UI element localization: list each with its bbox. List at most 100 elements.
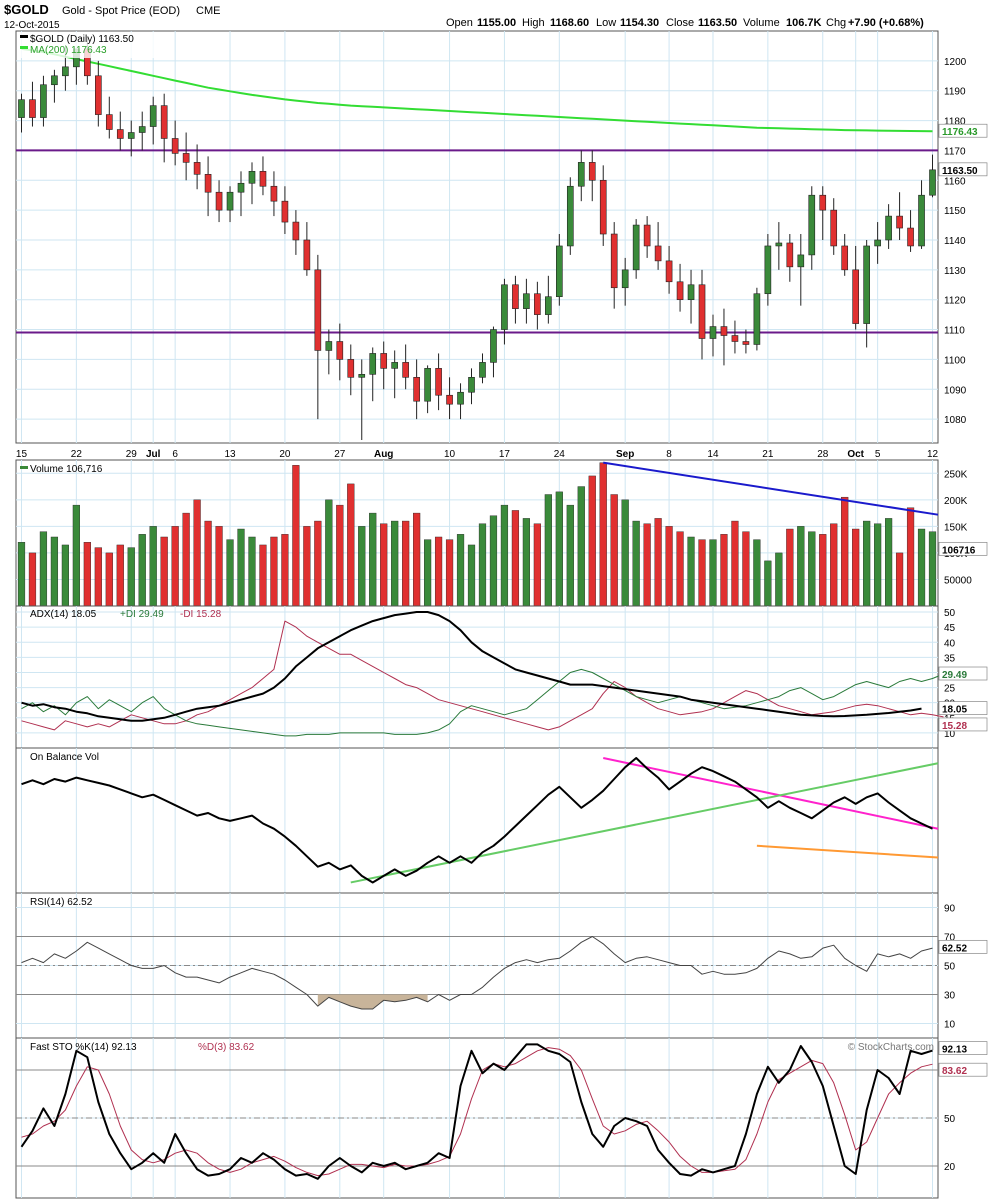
volume-legend-swatch bbox=[20, 466, 28, 469]
candle-up bbox=[929, 169, 936, 196]
volume-bar-up bbox=[149, 526, 157, 607]
volume-bar-up bbox=[369, 512, 377, 607]
ma200-line bbox=[21, 47, 933, 133]
candle-down bbox=[610, 233, 618, 289]
volume-bar-up bbox=[621, 499, 629, 607]
price-y-tick-label: 1120 bbox=[944, 296, 966, 307]
x-tick-label: 8 bbox=[666, 449, 672, 460]
candle-down bbox=[720, 326, 728, 336]
volume-y-tick-label: 50000 bbox=[944, 575, 972, 586]
volume-bar-down bbox=[259, 544, 267, 607]
candle-down bbox=[819, 194, 827, 211]
price-y-tick-label: 1100 bbox=[944, 355, 966, 366]
adx-y-tick-label: 40 bbox=[944, 638, 956, 649]
volume-y-tick-label: 150K bbox=[944, 522, 968, 533]
volume-bar-down bbox=[182, 512, 190, 607]
candle-up bbox=[391, 362, 398, 369]
close-label: Close bbox=[666, 17, 694, 29]
volume-bar-up bbox=[917, 528, 926, 607]
candle-down bbox=[830, 209, 838, 247]
volume-bar-down bbox=[588, 475, 596, 607]
volume-bar-down bbox=[402, 520, 410, 607]
volume-bar-down bbox=[347, 483, 355, 607]
adx-line bbox=[21, 611, 922, 722]
candle-down bbox=[841, 245, 849, 271]
volume-bar-up bbox=[687, 536, 695, 607]
candle-down bbox=[336, 341, 344, 360]
adx-y-tick-label: 25 bbox=[944, 684, 956, 695]
candle-up bbox=[632, 224, 640, 271]
volume-bar-down bbox=[841, 496, 849, 607]
candle-up bbox=[369, 353, 377, 375]
price-legend-bg bbox=[18, 32, 168, 58]
candle-down bbox=[676, 281, 684, 300]
x-tick-label: Sep bbox=[616, 449, 634, 460]
volume-bar-up bbox=[467, 544, 476, 607]
candle-up bbox=[863, 245, 870, 324]
volume-bar-up bbox=[863, 520, 871, 607]
x-tick-label: 13 bbox=[224, 449, 236, 460]
price-y-tick-label: 1140 bbox=[944, 236, 966, 247]
candle-up bbox=[566, 185, 574, 247]
volume-bar-up bbox=[325, 499, 333, 607]
price-y-tick-label: 1180 bbox=[944, 117, 966, 128]
x-tick-label: 12 bbox=[927, 449, 939, 460]
volume-bar-down bbox=[895, 552, 904, 607]
sto-k-line bbox=[20, 1043, 933, 1180]
rsi-line bbox=[21, 936, 933, 1010]
volume-bar-up bbox=[500, 504, 509, 607]
candle-up bbox=[226, 191, 234, 211]
volume-value: 106.7K bbox=[786, 17, 822, 29]
candle-up bbox=[797, 254, 805, 268]
adx-y-tick-label: 50 bbox=[944, 608, 956, 619]
x-tick-label: 20 bbox=[279, 449, 291, 460]
volume-bar-up bbox=[808, 531, 816, 607]
volume-bar-down bbox=[270, 536, 278, 607]
candle-up bbox=[501, 284, 508, 330]
volume-panel: 50000100K150K200K250KVolume 106,71610671… bbox=[15, 459, 988, 607]
volume-bar-down bbox=[215, 526, 223, 607]
ma-last-value: 1176.43 bbox=[942, 127, 978, 138]
candle-down bbox=[182, 153, 190, 163]
price-y-tick-label: 1110 bbox=[944, 326, 965, 337]
candle-up bbox=[51, 75, 58, 86]
price-panel: 1080 1090 1100 1110 1120 1130 1140 1150 1160 1170… bbox=[15, 30, 988, 460]
candle-down bbox=[588, 162, 596, 181]
adx-panel-frame bbox=[15, 605, 939, 749]
volume-bar-down bbox=[380, 523, 388, 607]
volume-bar-down bbox=[643, 523, 651, 607]
x-tick-label: 28 bbox=[817, 449, 829, 460]
volume-bar-up bbox=[775, 552, 783, 607]
ma-last-value-box bbox=[938, 123, 988, 138]
obv-line bbox=[21, 757, 933, 884]
candle-up bbox=[545, 296, 552, 315]
candle-down bbox=[698, 284, 706, 339]
volume-bar-up bbox=[391, 520, 399, 607]
volume-bar-down bbox=[665, 526, 673, 607]
minus-di-legend: -DI 15.28 bbox=[180, 609, 222, 620]
sto-d-last-value: 83.62 bbox=[942, 1066, 967, 1077]
candle-down bbox=[204, 174, 212, 193]
rsi-last-value: 62.52 bbox=[942, 943, 967, 954]
volume-bar-down bbox=[204, 520, 212, 607]
volume-bar-up bbox=[928, 531, 937, 607]
volume-bar-up bbox=[709, 539, 717, 607]
volume-bar-down bbox=[819, 534, 827, 607]
symbol: $GOLD bbox=[4, 2, 49, 17]
volume-bar-up bbox=[577, 486, 585, 607]
volume-y-tick-label: 250K bbox=[944, 469, 968, 480]
price-y-tick-label: 1190 bbox=[944, 87, 966, 98]
volume-bar-up bbox=[39, 531, 48, 607]
price-y-tick-label: 1200 bbox=[944, 57, 967, 68]
adx-y-tick-label: 45 bbox=[944, 623, 956, 634]
x-tick-label: 22 bbox=[71, 449, 83, 460]
volume-bar-up bbox=[522, 518, 530, 607]
candle-down bbox=[347, 359, 355, 378]
candle-up bbox=[127, 132, 135, 139]
x-tick-label: 29 bbox=[126, 449, 138, 460]
x-tick-label: 5 bbox=[875, 449, 881, 460]
candle-down bbox=[446, 394, 453, 405]
minus-di-last-value: 15.28 bbox=[942, 721, 967, 732]
price-y-tick-label: 1080 bbox=[944, 415, 967, 426]
